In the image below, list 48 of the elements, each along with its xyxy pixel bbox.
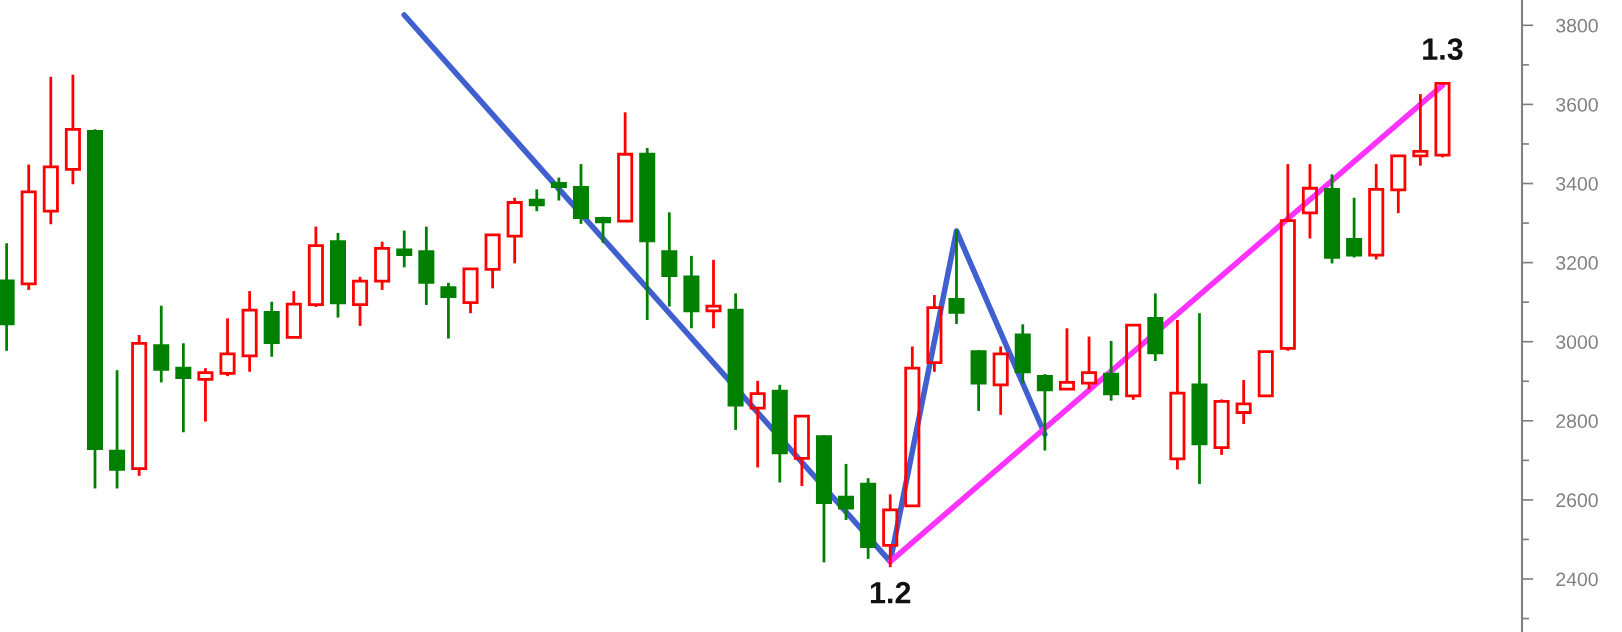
candlestick	[1014, 322, 1031, 385]
candlestick	[241, 289, 258, 374]
candlestick	[462, 267, 479, 315]
candlestick	[131, 333, 148, 478]
candlestick	[727, 292, 744, 432]
candlestick	[1191, 311, 1208, 486]
candlestick	[1257, 350, 1274, 398]
candlestick	[1301, 162, 1318, 240]
annotation: 1.2	[870, 581, 911, 604]
y-tick-label: 3000	[1556, 335, 1598, 349]
candlestick	[904, 345, 921, 508]
candlestick	[20, 163, 37, 292]
candlestick	[661, 210, 678, 308]
candlestick	[42, 75, 59, 226]
candlestick	[263, 300, 280, 359]
candlestick	[617, 110, 634, 223]
candlestick	[926, 293, 943, 374]
candlestick	[0, 241, 15, 353]
candlestick	[175, 341, 192, 434]
candlestick	[396, 229, 413, 269]
candlestick	[882, 492, 899, 569]
candlestick	[1412, 92, 1429, 168]
candlestick	[1390, 154, 1407, 215]
y-tick-label: 2600	[1556, 493, 1598, 508]
candlestick	[1235, 378, 1252, 426]
candlestick	[1058, 326, 1075, 391]
y-tick-label: 3200	[1556, 256, 1598, 270]
candlestick	[749, 379, 766, 469]
candlestick	[992, 345, 1009, 417]
candlestick	[153, 304, 170, 384]
candlestick	[948, 228, 965, 326]
candlestick	[109, 368, 126, 490]
candlestick	[484, 233, 501, 290]
candlestick	[1169, 318, 1186, 471]
candlestick	[683, 254, 700, 330]
candlestick	[285, 289, 302, 339]
candlestick	[1147, 292, 1164, 363]
candlestick	[793, 414, 810, 488]
y-tick-label: 3600	[1556, 97, 1598, 112]
candlestick	[418, 225, 435, 307]
y-tick-label: 3800	[1556, 18, 1598, 33]
annotation: 1.3	[1423, 38, 1463, 60]
candlestick	[1103, 339, 1120, 403]
candlestick	[860, 476, 877, 561]
candlestick	[705, 258, 722, 330]
y-tick-label: 3400	[1556, 176, 1598, 191]
y-tick-label: 2800	[1556, 414, 1598, 429]
y-tick-label: 2400	[1556, 572, 1598, 587]
